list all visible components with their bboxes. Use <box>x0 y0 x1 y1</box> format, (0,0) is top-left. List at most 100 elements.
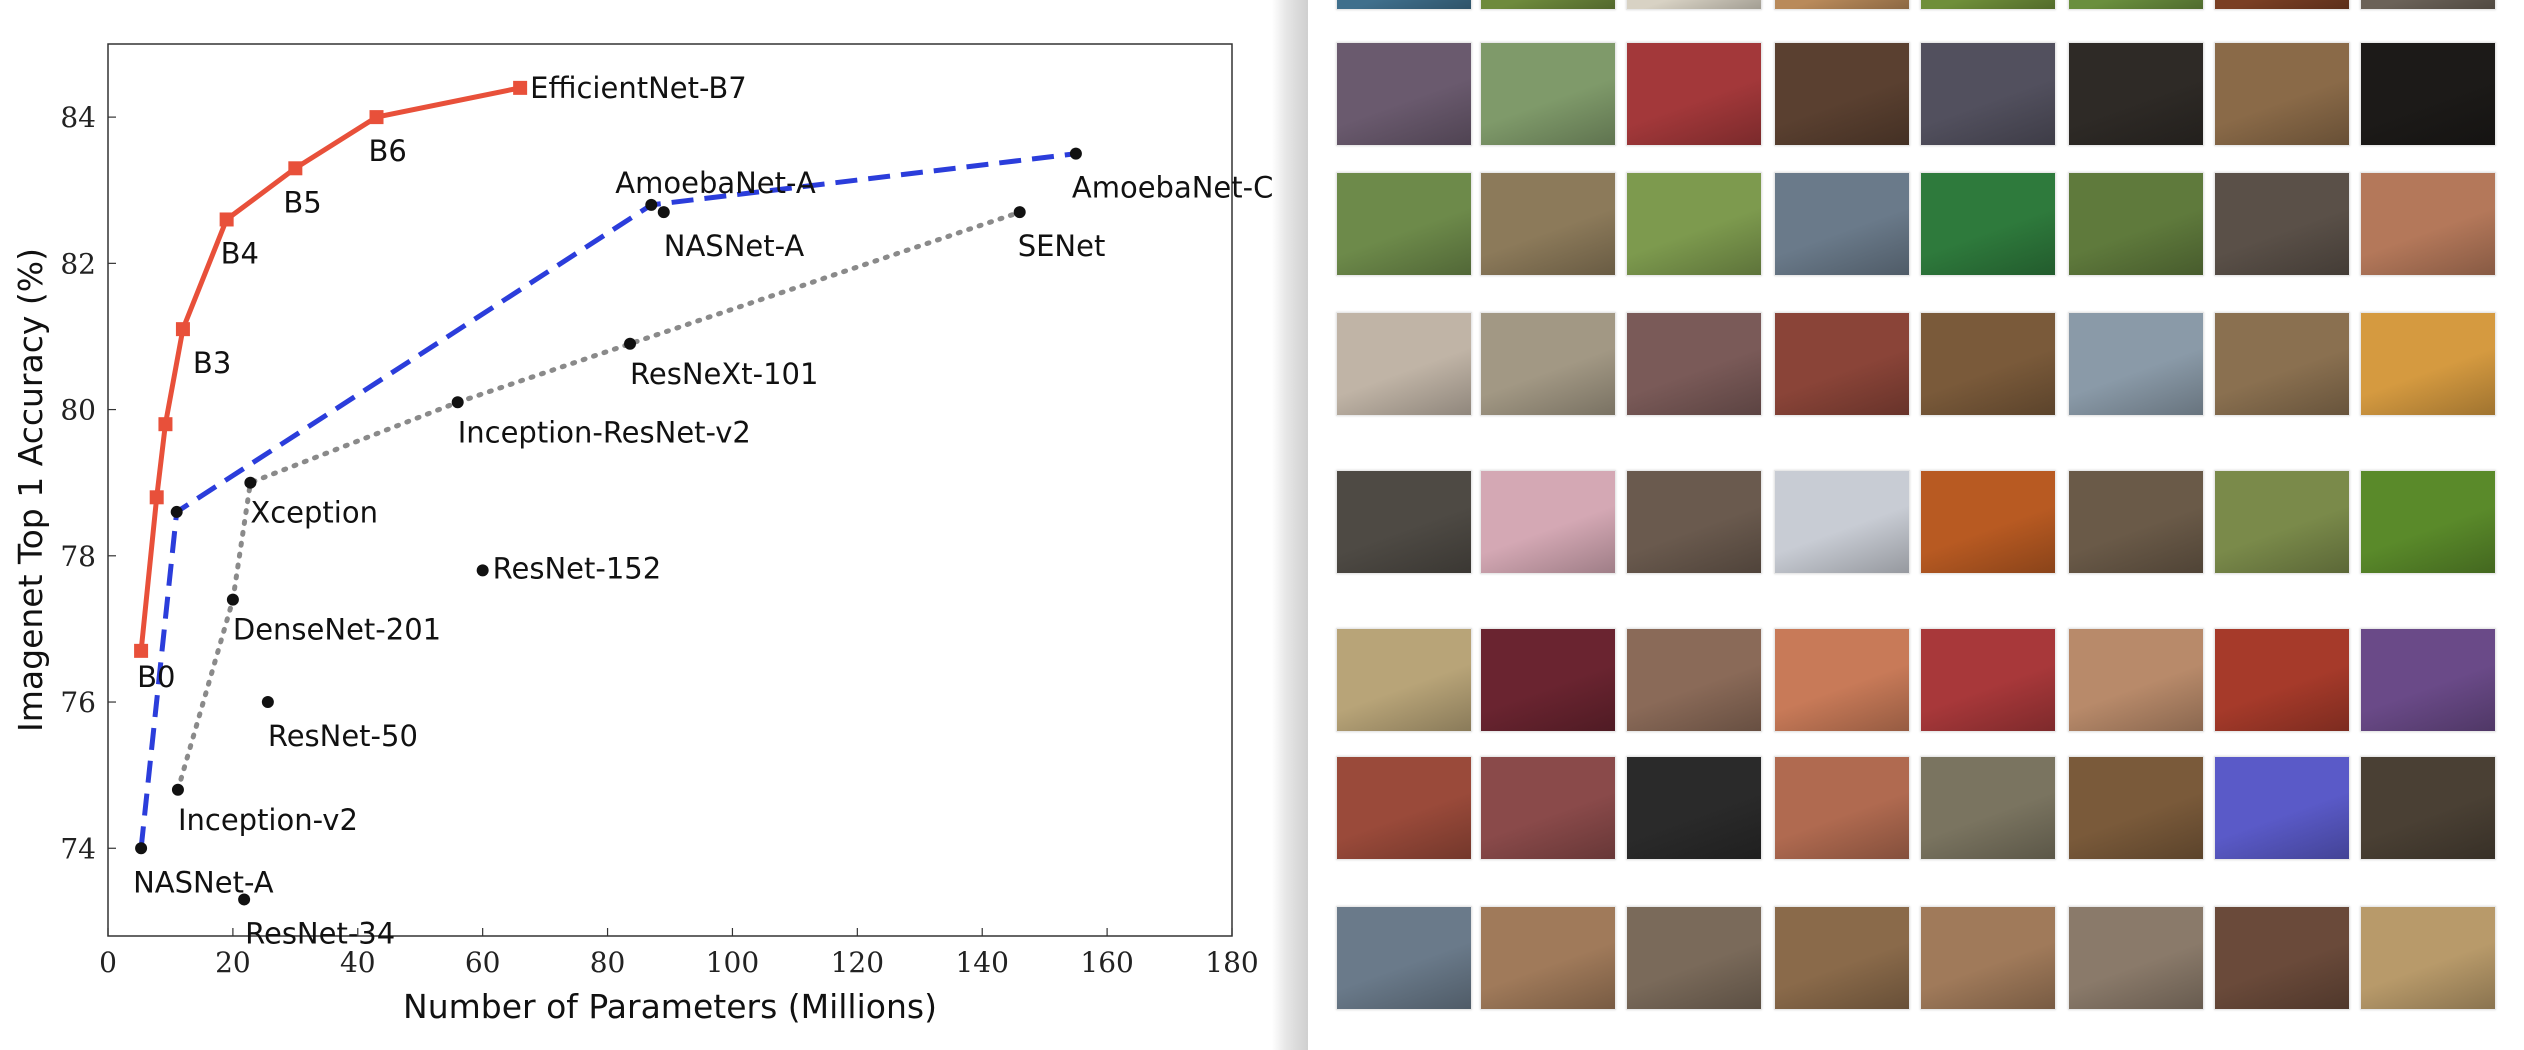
cropped-thumbnail <box>1774 0 1910 10</box>
basketball-photo <box>2360 756 2496 860</box>
green-bottle-photo <box>1920 312 2056 416</box>
y-tick-label: 74 <box>60 832 96 865</box>
y-tick-label: 80 <box>60 394 96 427</box>
data-point <box>226 593 239 606</box>
stadium-crowd-photo <box>1626 172 1762 276</box>
soccer-photo <box>1336 906 1472 1010</box>
series-line <box>138 151 1077 849</box>
data-point <box>657 206 670 219</box>
kitchen-photo <box>1626 756 1762 860</box>
x-tick-label: 0 <box>99 946 117 979</box>
x-tick-label: 100 <box>706 946 759 979</box>
point-label: ResNet-34 <box>245 916 395 950</box>
point-label: B5 <box>283 185 321 219</box>
x-tick-label: 60 <box>465 946 501 979</box>
stove-photo <box>1920 628 2056 732</box>
meeting-photo <box>1920 906 2056 1010</box>
data-point <box>1013 206 1026 219</box>
car-cones-photo <box>1774 628 1910 732</box>
shop-photo <box>2214 756 2350 860</box>
y-tick-label: 82 <box>60 247 96 280</box>
brunos-sign-photo <box>1480 756 1616 860</box>
data-point <box>135 842 148 855</box>
bathroom-photo <box>1626 42 1762 146</box>
lamp-photo <box>1336 756 1472 860</box>
x-axis-title: Number of Parameters (Millions) <box>403 987 937 1026</box>
cropped-thumbnail <box>1336 0 1472 10</box>
point-label: B0 <box>137 660 175 694</box>
french-horn-photo <box>1920 172 2056 276</box>
y-axis-title: Imagenet Top 1 Accuracy (%) <box>11 248 50 732</box>
house-photo <box>2068 470 2204 574</box>
point-label: ResNeXt-101 <box>630 357 818 391</box>
series-line <box>138 85 521 652</box>
panel-divider <box>1272 0 1308 1050</box>
x-tick-label: 140 <box>955 946 1008 979</box>
point-label: Inception-ResNet-v2 <box>458 415 751 449</box>
x-tick-label: 40 <box>340 946 376 979</box>
lizard-photo <box>2360 172 2496 276</box>
data-point <box>288 161 303 176</box>
x-tick-label: 180 <box>1205 946 1258 979</box>
series-line <box>175 209 1023 793</box>
plot-frame <box>107 43 1233 937</box>
data-point <box>149 490 164 505</box>
room-photo <box>2360 906 2496 1010</box>
data-point <box>1069 147 1082 160</box>
tiger-photo <box>2214 172 2350 276</box>
cropped-thumbnail <box>1920 0 2056 10</box>
table-photo <box>2068 906 2204 1010</box>
dogs-grass-photo <box>2068 42 2204 146</box>
point-label: ResNet-152 <box>493 551 662 585</box>
toy-shop-photo <box>1480 906 1616 1010</box>
data-point <box>476 564 489 577</box>
beer-bottle-photo <box>2214 42 2350 146</box>
point-label: AmoebaNet-C <box>1072 171 1272 205</box>
data-point <box>261 696 274 709</box>
x-tick-label: 80 <box>590 946 626 979</box>
point-label: B4 <box>221 236 259 270</box>
point-label: B3 <box>193 346 231 380</box>
x-tick-label: 120 <box>831 946 884 979</box>
chart-panel: 0 20 40 60 80 100 120 140 160 180 74 76 78 80 82 84 B0 B… <box>11 43 1272 1026</box>
kids-tv-photo <box>1336 628 1472 732</box>
compass-tile-photo <box>2360 470 2496 574</box>
mixer-photo <box>2068 628 2204 732</box>
point-label: Xception <box>250 496 378 530</box>
drummer-photo <box>1336 172 1472 276</box>
point-label: NASNet-A <box>664 229 805 263</box>
data-point <box>645 198 658 211</box>
bird-grass-photo <box>1626 312 1762 416</box>
purple-flower-photo <box>2214 906 2350 1010</box>
dog-hat-photo <box>2068 172 2204 276</box>
point-label: Inception-v2 <box>178 803 358 837</box>
salad-plate-photo <box>2360 312 2496 416</box>
data-point <box>369 110 384 125</box>
point-label: SENet <box>1018 229 1106 263</box>
point-label: B6 <box>369 134 407 168</box>
point-label: AmoebaNet-A <box>615 166 816 200</box>
image-gallery <box>1308 0 2524 1050</box>
dog-jump-photo <box>1480 312 1616 416</box>
wrangler-photo <box>1774 906 1910 1010</box>
roses-photo <box>1774 470 1910 574</box>
y-tick-label: 84 <box>60 101 96 134</box>
pizza-pattern-photo <box>1920 756 2056 860</box>
baseball-photo <box>1336 312 1472 416</box>
scatter-chart: 0 20 40 60 80 100 120 140 160 180 74 76 78 80 82 84 B0 B… <box>11 43 1272 1026</box>
data-point <box>244 476 257 489</box>
man-bag-photo <box>1774 312 1910 416</box>
y-tick-label: 78 <box>60 540 96 573</box>
x-tick-label: 20 <box>215 946 251 979</box>
data-point <box>238 893 251 906</box>
stage-photo <box>1774 172 1910 276</box>
cropped-thumbnail <box>1480 0 1616 10</box>
storefront-photo <box>1480 470 1616 574</box>
face-photo <box>1336 470 1472 574</box>
flowers-photo <box>1626 470 1762 574</box>
weimaraner-photo <box>1480 172 1616 276</box>
point-label: EfficientNet-B7 <box>530 71 747 105</box>
flower-leaves-photo <box>2360 628 2496 732</box>
data-point <box>219 212 234 227</box>
point-label: DenseNet-201 <box>233 613 441 647</box>
